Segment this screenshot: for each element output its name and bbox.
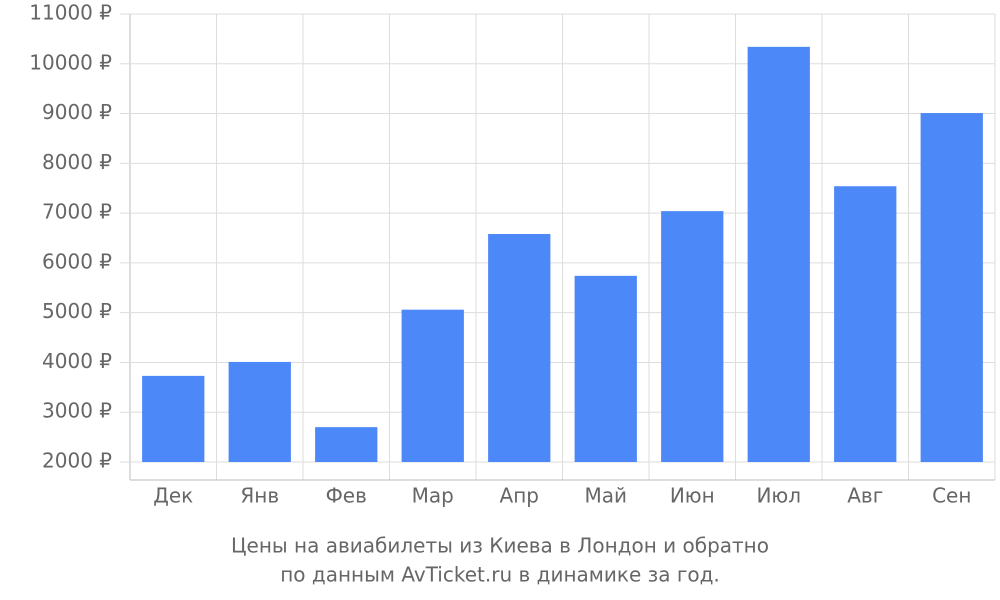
y-tick-label: 6000 ₽ xyxy=(42,249,112,273)
x-tick-label: Апр xyxy=(500,484,539,508)
x-tick-label: Фев xyxy=(326,484,367,508)
bar xyxy=(834,186,897,462)
y-tick-label: 7000 ₽ xyxy=(42,200,112,224)
bar xyxy=(401,309,464,462)
x-tick-label: Сен xyxy=(932,484,971,508)
x-tick-label: Июл xyxy=(756,484,801,508)
bar xyxy=(574,275,637,462)
bar xyxy=(747,46,810,462)
bar xyxy=(315,427,378,462)
x-tick-label: Янв xyxy=(240,484,279,508)
y-tick-label: 2000 ₽ xyxy=(42,449,112,473)
x-tick-label: Май xyxy=(584,484,627,508)
y-tick-label: 8000 ₽ xyxy=(42,150,112,174)
bar xyxy=(228,361,291,462)
y-tick-label: 11000 ₽ xyxy=(29,1,112,25)
x-tick-label: Мар xyxy=(412,484,454,508)
caption-line: Цены на авиабилеты из Киева в Лондон и о… xyxy=(231,534,769,558)
bar xyxy=(920,113,983,463)
y-tick-label: 9000 ₽ xyxy=(42,100,112,124)
y-tick-label: 10000 ₽ xyxy=(29,50,112,74)
x-tick-label: Авг xyxy=(847,484,883,508)
y-tick-label: 4000 ₽ xyxy=(42,349,112,373)
x-tick-label: Июн xyxy=(670,484,715,508)
bar xyxy=(488,234,551,462)
bar xyxy=(142,375,205,462)
caption-line: по данным AvTicket.ru в динамике за год. xyxy=(280,563,720,587)
y-tick-label: 5000 ₽ xyxy=(42,299,112,323)
bar xyxy=(661,211,724,462)
y-tick-label: 3000 ₽ xyxy=(42,399,112,423)
x-tick-label: Дек xyxy=(153,484,193,508)
